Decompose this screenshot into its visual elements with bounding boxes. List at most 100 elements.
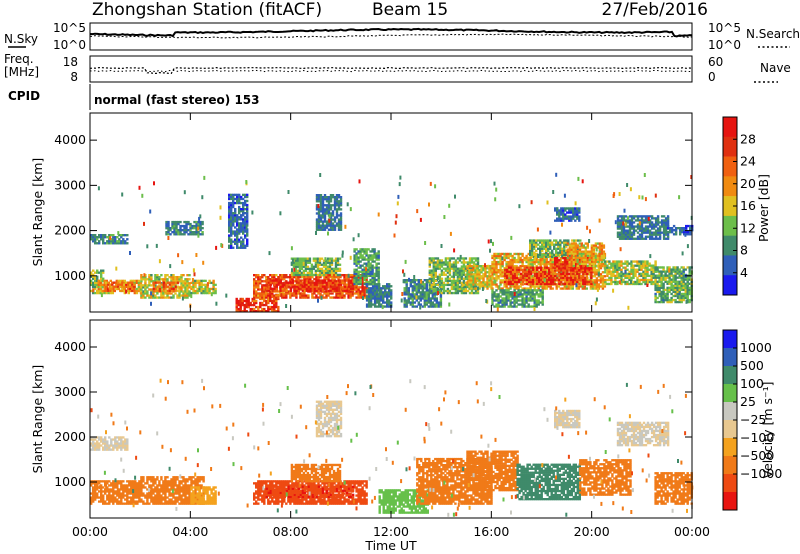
heatmap-cell — [377, 268, 380, 271]
heatmap-cell — [437, 305, 441, 308]
heatmap-cell — [454, 273, 458, 276]
heatmap-cell — [325, 204, 329, 207]
heatmap-cell — [539, 255, 542, 259]
heatmap-cell — [102, 240, 105, 243]
heatmap-cell — [570, 267, 573, 270]
heatmap-cell — [245, 297, 248, 301]
heatmap-cell — [528, 278, 531, 282]
heatmap-cell — [438, 279, 442, 283]
heatmap-cell — [315, 287, 319, 290]
heatmap-cell — [529, 275, 532, 278]
heatmap-cell — [503, 252, 506, 256]
heatmap-cell — [430, 291, 434, 295]
heatmap-cell — [537, 260, 540, 264]
heatmap-cell — [484, 275, 487, 278]
heatmap-cell — [343, 285, 347, 288]
heatmap-cell — [413, 279, 417, 282]
heatmap-cell — [298, 263, 302, 266]
heatmap-cell — [448, 271, 452, 274]
heatmap-cell — [472, 277, 475, 280]
heatmap-cell — [315, 285, 319, 288]
heatmap-cell — [474, 291, 478, 295]
heatmap-cell — [259, 292, 262, 295]
heatmap-cell — [119, 289, 122, 292]
heatmap-cell — [192, 287, 195, 291]
heatmap-cell — [140, 280, 143, 283]
heatmap-cell — [257, 276, 260, 279]
heatmap-cell — [450, 265, 454, 268]
heatmap-cell — [199, 222, 202, 226]
heatmap-cell — [454, 271, 458, 274]
heatmap-cell — [240, 208, 243, 211]
heatmap-cell — [593, 267, 597, 270]
heatmap-cell — [289, 276, 292, 279]
heatmap-cell — [544, 272, 547, 276]
heatmap-cell — [319, 279, 323, 282]
heatmap-cell — [548, 276, 551, 280]
heatmap-cell — [181, 233, 184, 236]
heatmap-cell — [251, 307, 254, 311]
heatmap-cell — [319, 214, 323, 217]
heatmap-cell — [456, 267, 460, 270]
heatmap-cell — [322, 259, 326, 262]
heatmap-cell — [357, 270, 360, 273]
heatmap-cell — [331, 228, 335, 231]
heatmap-cell — [584, 262, 588, 266]
heatmap-cell — [101, 285, 104, 289]
heatmap-cell — [573, 239, 576, 242]
heatmap-cell — [468, 273, 471, 276]
heatmap-cell — [538, 276, 541, 280]
heatmap-cell — [572, 244, 576, 247]
heatmap-cell — [499, 291, 502, 294]
heatmap-cell — [535, 265, 538, 268]
heatmap-cell — [351, 280, 354, 283]
heatmap-cell — [102, 269, 105, 272]
heatmap-cell — [367, 248, 370, 251]
heatmap-cell — [505, 293, 508, 296]
heatmap-cell — [556, 219, 559, 222]
heatmap-cell — [466, 271, 469, 274]
heatmap-cell — [497, 252, 500, 256]
heatmap-cell — [568, 260, 572, 264]
heatmap-cell — [337, 206, 341, 209]
heatmap-cell — [590, 272, 593, 276]
heatmap-cell — [137, 283, 141, 287]
heatmap-cell — [378, 293, 381, 296]
heatmap-cell — [561, 265, 565, 268]
heatmap-cell — [484, 281, 487, 284]
heatmap-cell — [259, 294, 262, 297]
heatmap-cell — [255, 284, 258, 287]
heatmap-cell — [553, 239, 556, 242]
heatmap-cell — [301, 276, 304, 279]
heatmap-cell — [499, 289, 502, 292]
heatmap-cell — [570, 246, 574, 249]
heatmap-cell — [468, 291, 472, 295]
heatmap-cell — [365, 297, 369, 300]
heatmap-cell — [329, 220, 333, 223]
heatmap-cell — [503, 297, 506, 300]
heatmap-cell — [539, 247, 542, 250]
heatmap-cell — [319, 196, 323, 199]
heatmap-cell — [505, 274, 509, 278]
heatmap-cell — [102, 242, 105, 245]
heatmap-cell — [499, 254, 502, 258]
heatmap-cell — [115, 281, 118, 284]
heatmap-cell — [99, 281, 102, 285]
heatmap-cell — [411, 305, 415, 308]
heatmap-cell — [556, 217, 559, 220]
heatmap-cell — [572, 246, 576, 249]
heatmap-cell — [557, 260, 561, 264]
heatmap-cell — [427, 295, 431, 298]
heatmap-cell — [491, 297, 494, 300]
heatmap-cell — [310, 271, 314, 275]
heatmap-cell — [133, 289, 136, 292]
heatmap-cell — [325, 200, 329, 203]
heatmap-cell — [530, 272, 533, 276]
heatmap-cell — [160, 288, 163, 291]
heatmap-cell — [591, 285, 595, 288]
heatmap-cell — [291, 283, 295, 286]
heatmap-cell — [333, 202, 337, 205]
heatmap-cell — [330, 263, 334, 266]
heatmap-cell — [124, 242, 127, 245]
heatmap-cell — [300, 257, 304, 260]
